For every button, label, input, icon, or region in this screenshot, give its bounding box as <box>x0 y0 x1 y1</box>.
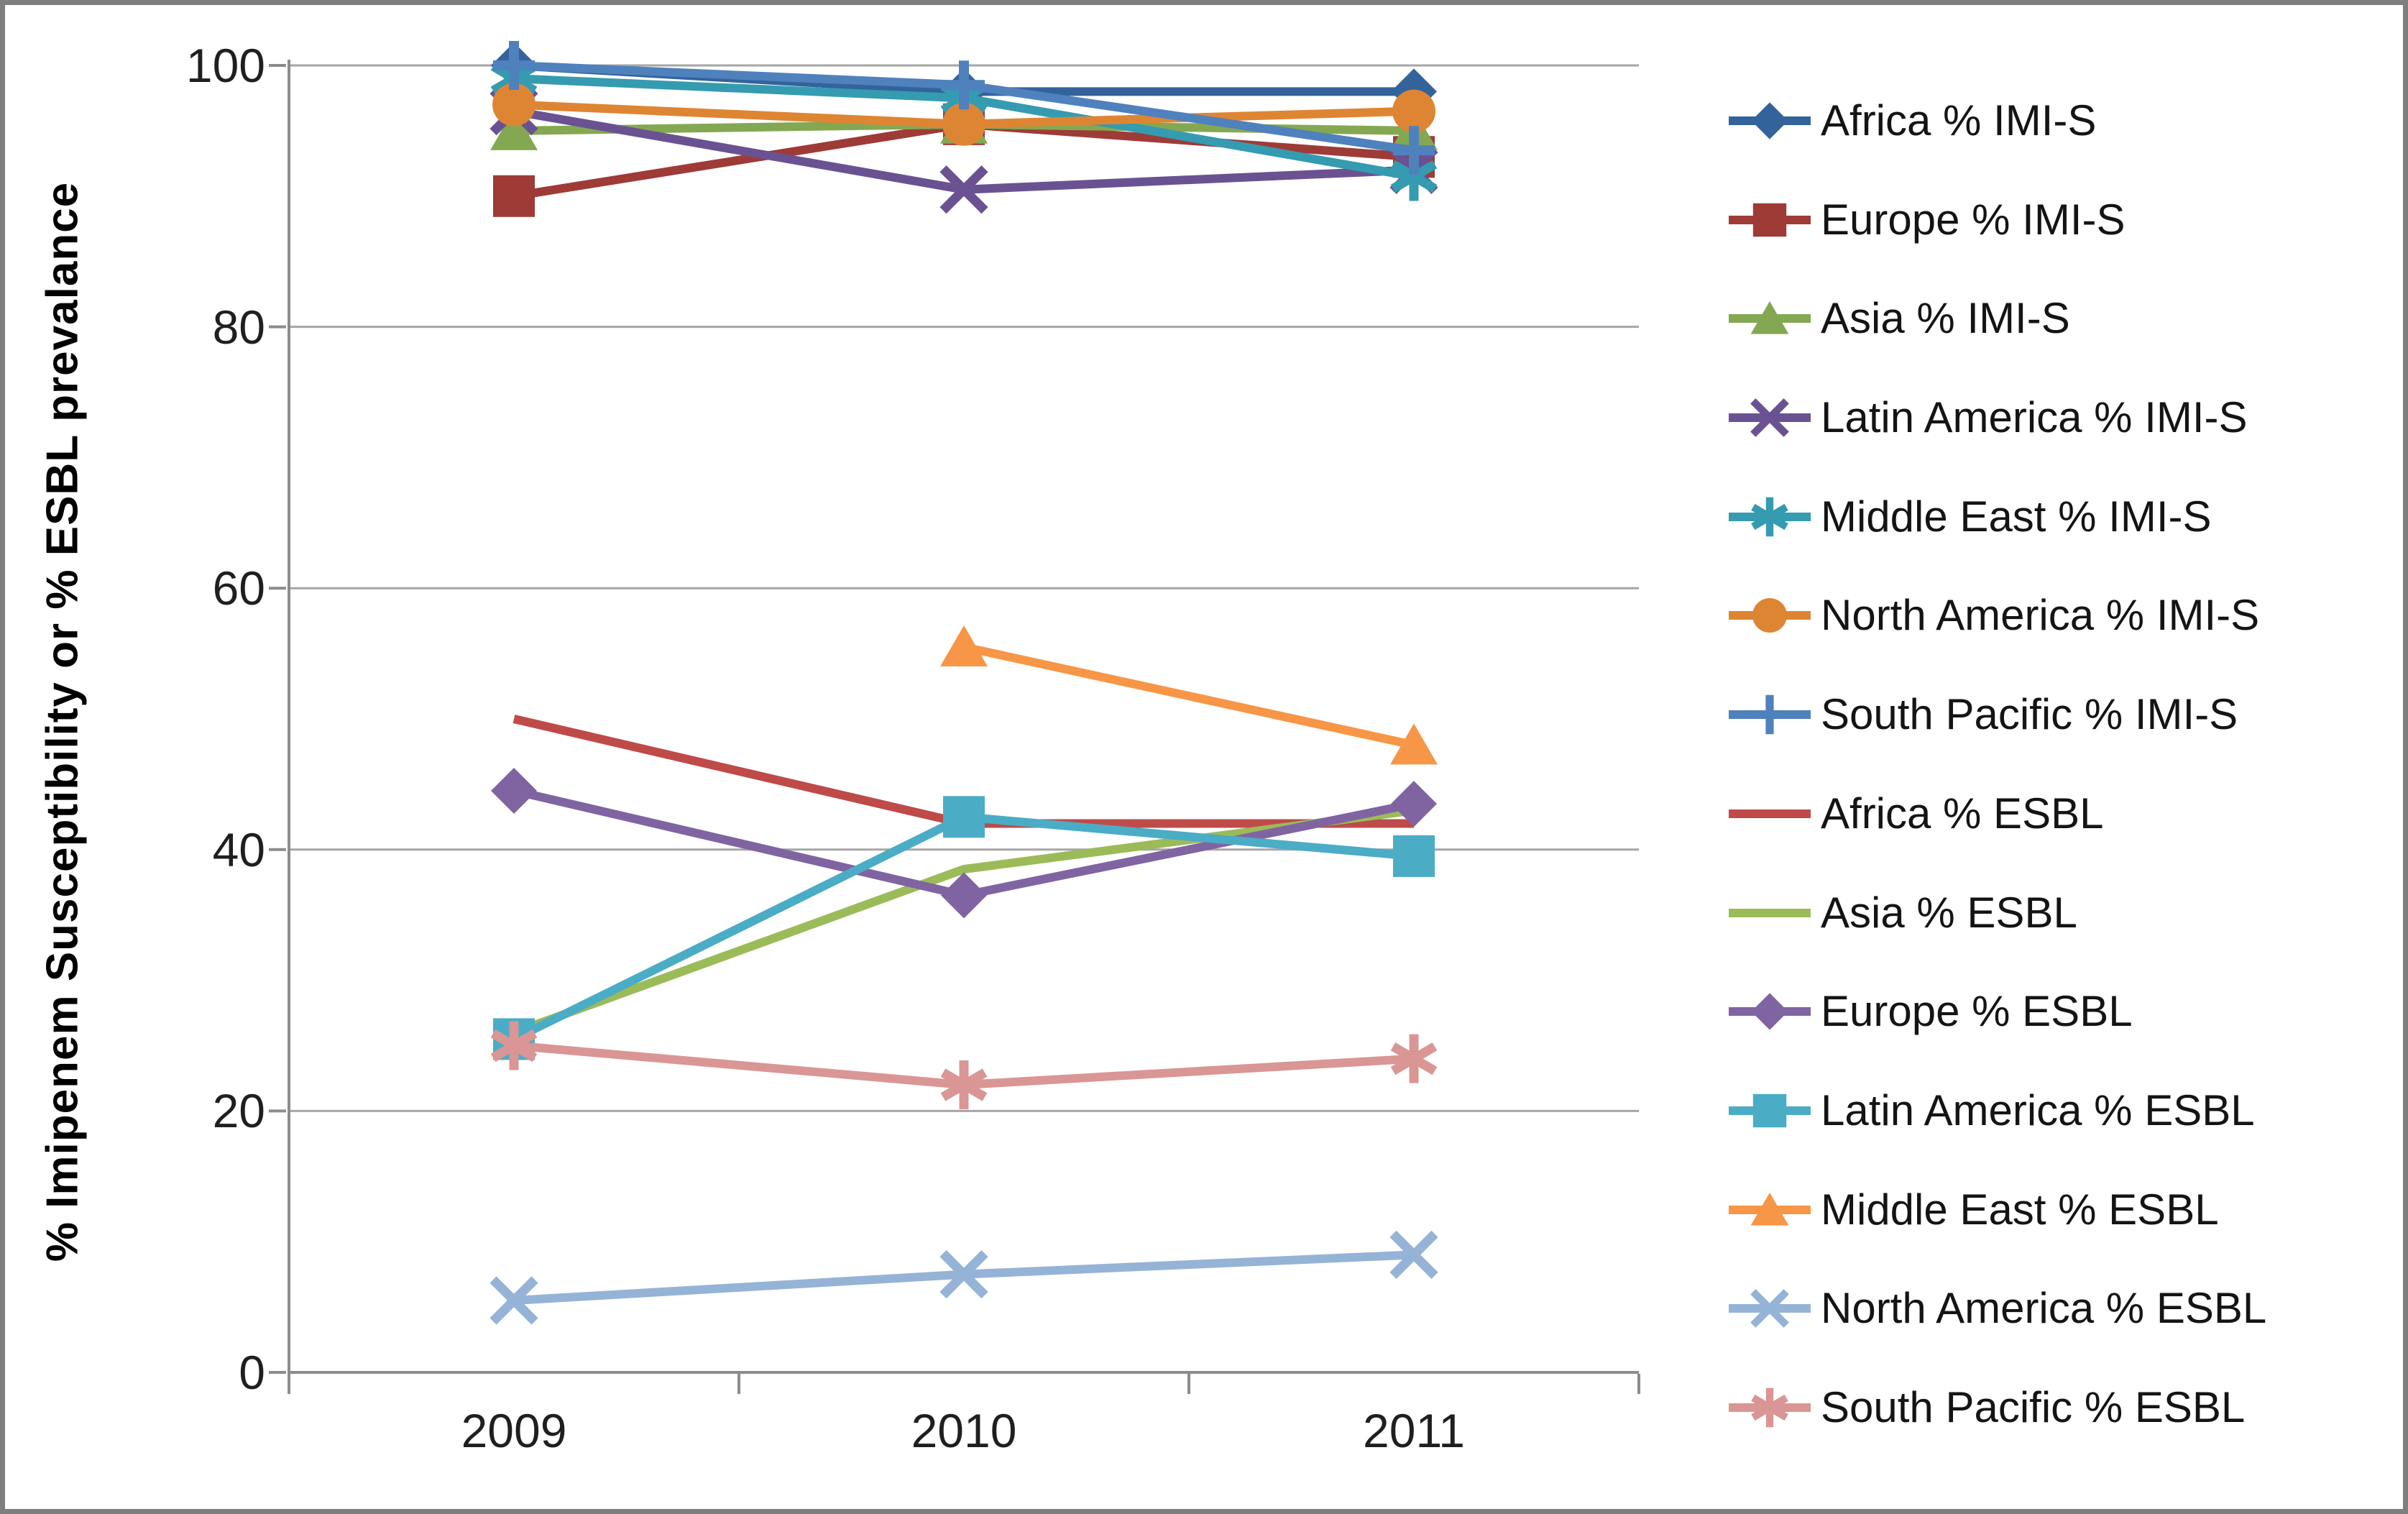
legend-label: South Pacific % IMI-S <box>1821 690 2238 739</box>
legend-label: Europe % ESBL <box>1821 987 2133 1036</box>
legend-label: Middle East % IMI-S <box>1821 492 2212 541</box>
y-tick-label: 20 <box>212 1084 265 1138</box>
legend-marker-circle-icon <box>1729 598 1811 633</box>
legend-marker-triangle-icon <box>1729 301 1811 334</box>
legend-marker-square-icon <box>1729 1093 1811 1128</box>
x-tick-label: 2009 <box>461 1404 567 1457</box>
legend-label: North America % ESBL <box>1821 1284 2267 1333</box>
y-axis-title: % Imipenem Susceptibility or % ESBL prev… <box>37 181 88 1262</box>
legend-item: Latin America % ESBL <box>1727 1074 2266 1147</box>
legend-marker-asterisk-icon <box>1729 1387 1811 1428</box>
legend-item: South Pacific % ESBL <box>1727 1371 2266 1444</box>
legend-label: Middle East % ESBL <box>1821 1185 2219 1234</box>
legend-item: North America % ESBL <box>1727 1272 2266 1345</box>
legend-marker-x-icon <box>1729 398 1811 437</box>
y-tick-label: 40 <box>212 822 265 876</box>
legend-item: Latin America % IMI-S <box>1727 381 2266 454</box>
legend: Africa % IMI-S Europe % IMI-S Asia % IMI-S… <box>1727 84 2266 1444</box>
legend-marker-none-icon <box>1729 809 1811 818</box>
y-tick-label: 80 <box>212 300 265 354</box>
legend-item: North America % IMI-S <box>1727 579 2266 652</box>
legend-item: Middle East % IMI-S <box>1727 480 2266 554</box>
legend-label: Europe % IMI-S <box>1821 195 2126 244</box>
legend-item: Africa % IMI-S <box>1727 84 2266 157</box>
legend-label: Latin America % ESBL <box>1821 1086 2255 1134</box>
legend-marker-square-icon <box>1729 203 1811 237</box>
legend-label: Asia % IMI-S <box>1821 294 2070 343</box>
legend-marker-plus-icon <box>1729 694 1811 735</box>
legend-item: South Pacific % IMI-S <box>1727 678 2266 751</box>
legend-item: Asia % ESBL <box>1727 876 2266 950</box>
legend-item: Europe % IMI-S <box>1727 183 2266 257</box>
legend-marker-diamond-icon <box>1729 993 1811 1030</box>
legend-item: Africa % ESBL <box>1727 777 2266 850</box>
x-tick-label: 2011 <box>1363 1404 1465 1457</box>
legend-marker-asterisk-icon <box>1729 497 1811 536</box>
legend-label: North America % IMI-S <box>1821 591 2260 640</box>
legend-item: Europe % ESBL <box>1727 975 2266 1048</box>
plot-area <box>269 41 1640 1394</box>
legend-label: Africa % ESBL <box>1821 789 2104 838</box>
legend-marker-triangle-icon <box>1729 1192 1811 1226</box>
legend-label: Asia % ESBL <box>1821 888 2077 937</box>
legend-label: Latin America % IMI-S <box>1821 393 2248 442</box>
legend-marker-x-icon <box>1729 1289 1811 1329</box>
y-tick-label: 0 <box>239 1346 265 1399</box>
legend-item: Middle East % ESBL <box>1727 1173 2266 1247</box>
legend-label: Africa % IMI-S <box>1821 96 2097 144</box>
legend-item: Asia % IMI-S <box>1727 282 2266 355</box>
legend-marker-diamond-icon <box>1729 102 1811 139</box>
legend-label: South Pacific % ESBL <box>1821 1382 2246 1431</box>
y-tick-label: 100 <box>185 39 265 92</box>
legend-marker-none-icon <box>1729 908 1811 917</box>
x-tick-label: 2010 <box>911 1404 1017 1457</box>
y-tick-label: 60 <box>212 561 265 615</box>
